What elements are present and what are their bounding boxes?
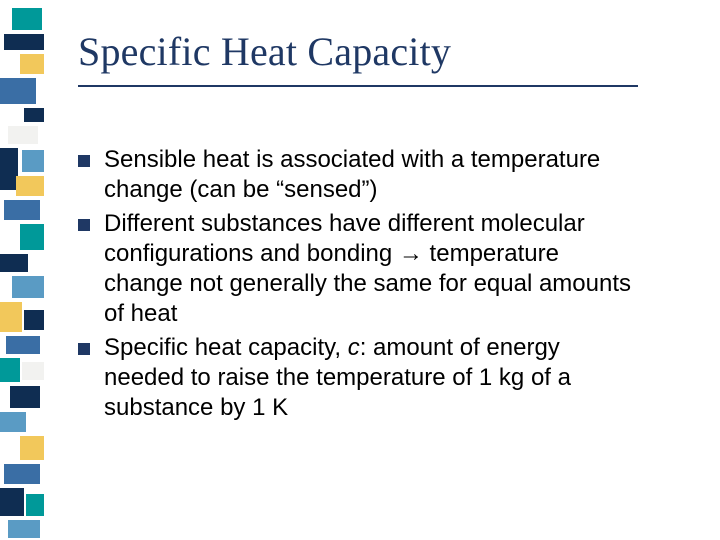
sidebar-block — [0, 358, 20, 382]
sidebar-block — [22, 150, 44, 172]
decorative-sidebar — [0, 0, 44, 540]
bullet-square-icon — [78, 219, 90, 231]
bullet-item: Sensible heat is associated with a tempe… — [78, 145, 638, 205]
sidebar-block — [0, 254, 28, 272]
bullet-text: Different substances have different mole… — [104, 209, 638, 329]
sidebar-block — [22, 362, 44, 380]
title-underline — [78, 85, 638, 87]
slide-content: Specific Heat Capacity Sensible heat is … — [78, 28, 688, 427]
sidebar-block — [4, 34, 44, 50]
sidebar-block — [20, 54, 44, 74]
sidebar-block — [12, 8, 42, 30]
sidebar-block — [26, 494, 44, 516]
sidebar-block — [10, 386, 40, 408]
sidebar-block — [4, 200, 40, 220]
sidebar-block — [0, 488, 24, 516]
sidebar-block — [16, 176, 44, 196]
sidebar-block — [0, 412, 26, 432]
sidebar-block — [8, 126, 38, 144]
sidebar-block — [20, 224, 44, 250]
sidebar-block — [6, 336, 40, 354]
sidebar-block — [4, 464, 40, 484]
bullet-square-icon — [78, 343, 90, 355]
sidebar-block — [8, 520, 40, 538]
bullet-list: Sensible heat is associated with a tempe… — [78, 145, 638, 423]
bullet-square-icon — [78, 155, 90, 167]
bullet-text: Specific heat capacity, c: amount of ene… — [104, 333, 638, 423]
slide-title: Specific Heat Capacity — [78, 28, 688, 81]
sidebar-block — [0, 302, 22, 332]
bullet-item: Different substances have different mole… — [78, 209, 638, 329]
sidebar-block — [20, 436, 44, 460]
sidebar-block — [12, 276, 44, 298]
bullet-text: Sensible heat is associated with a tempe… — [104, 145, 638, 205]
sidebar-block — [24, 310, 44, 330]
bullet-item: Specific heat capacity, c: amount of ene… — [78, 333, 638, 423]
sidebar-block — [24, 108, 44, 122]
sidebar-block — [0, 78, 36, 104]
